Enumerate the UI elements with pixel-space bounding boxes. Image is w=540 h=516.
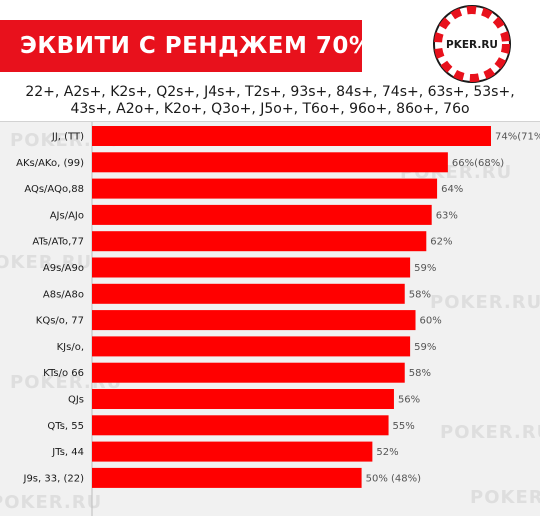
plot-area: POKER.RU POKER.RU POKER.RU POKER.RU POKE… xyxy=(0,121,540,516)
bar xyxy=(92,204,432,225)
category-label: AQs/AQo,88 xyxy=(24,184,84,195)
watermark: POKER.RU xyxy=(440,422,540,443)
category-label: JJ, (TT) xyxy=(51,132,84,143)
category-label: A8s/A8o xyxy=(43,289,84,300)
poker-ru-logo: PKER.RU xyxy=(433,5,511,83)
category-label: KQs/o, 77 xyxy=(36,316,84,327)
category-label: A9s/A9o xyxy=(43,263,84,274)
watermark: POKER.RU xyxy=(470,487,540,508)
bar xyxy=(92,257,411,278)
category-label: KTs/o 66 xyxy=(43,368,84,379)
range-description-line-2: 43s+, A2o+, K2o+, Q3o+, J5o+, T6o+, 96o+… xyxy=(70,101,470,117)
bar xyxy=(92,283,405,304)
value-label: 59% xyxy=(414,263,436,274)
bar xyxy=(92,389,394,409)
bar xyxy=(92,310,416,331)
bar-chart: JJ, (TT) 74%(71%) AKs/AKo, (99) 66%(68%) AQs… xyxy=(16,122,540,516)
bar xyxy=(92,336,411,357)
category-label: J9s, 33, (22) xyxy=(23,473,85,484)
value-label: 74%(71%) xyxy=(495,132,540,143)
bar xyxy=(92,362,405,383)
value-label: 58% xyxy=(409,368,431,379)
bar xyxy=(92,178,438,199)
watermark: POKER.RU xyxy=(0,492,103,513)
value-label: 52% xyxy=(376,447,398,458)
title-banner xyxy=(0,20,362,72)
value-label: 62% xyxy=(430,237,452,248)
value-label: 66%(68%) xyxy=(452,158,504,169)
category-label: ATs/ATo,77 xyxy=(32,237,84,248)
value-label: 55% xyxy=(393,421,415,432)
range-description-line-1: 22+, A2s+, K2s+, Q2s+, J4s+, T2s+, 93s+,… xyxy=(25,84,515,100)
bar xyxy=(92,152,448,173)
category-label: AKs/AKo, (99) xyxy=(16,158,84,169)
value-label: 56% xyxy=(398,395,420,406)
category-label: QJs xyxy=(68,395,84,406)
bar xyxy=(92,126,491,146)
chart-title: ЭКВИТИ С РЕНДЖЕМ 70% xyxy=(20,33,373,59)
value-label: 63% xyxy=(436,210,458,221)
value-label: 60% xyxy=(420,316,442,327)
watermark: POKER.RU xyxy=(0,252,93,273)
bar xyxy=(92,467,362,488)
bar xyxy=(92,441,373,462)
bar xyxy=(92,415,389,436)
value-label: 50% (48%) xyxy=(366,473,422,484)
logo-text: PKER.RU xyxy=(446,39,498,51)
value-label: 58% xyxy=(409,289,431,300)
bar xyxy=(92,231,427,252)
category-label: QTs, 55 xyxy=(47,421,84,432)
category-label: AJs/AJo xyxy=(50,210,84,221)
watermark: POKER.RU xyxy=(430,292,540,313)
category-label: KJs/o, xyxy=(57,342,84,353)
value-label: 59% xyxy=(414,342,436,353)
category-label: JTs, 44 xyxy=(51,447,84,458)
value-label: 64% xyxy=(441,184,463,195)
